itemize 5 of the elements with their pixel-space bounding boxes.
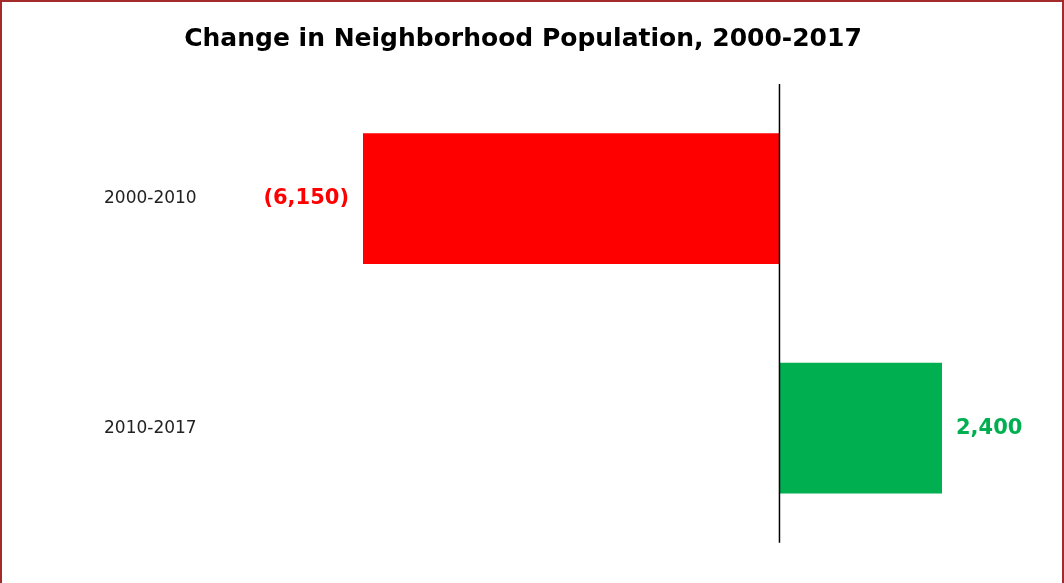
y-tick-label: 2010-2017 — [104, 416, 197, 437]
chart-title: Change in Neighborhood Population, 2000-2017 — [184, 22, 862, 52]
data-label: (6,150) — [263, 185, 349, 210]
y-tick-label: 2000-2010 — [104, 187, 197, 208]
data-label: 2,400 — [956, 414, 1023, 439]
